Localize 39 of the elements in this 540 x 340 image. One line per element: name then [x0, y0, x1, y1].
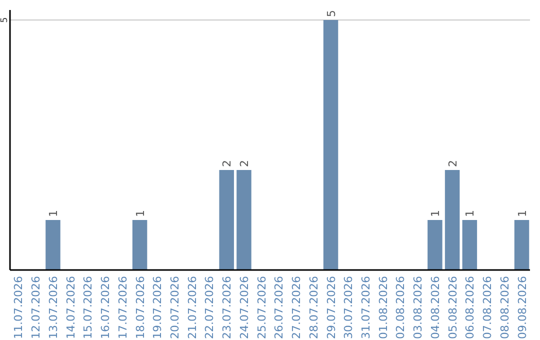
x-tick-label: 16.07.2026 — [99, 276, 112, 339]
data-label: 1 — [428, 210, 442, 217]
x-tick-label: 27.07.2026 — [290, 276, 304, 339]
x-tick-label: 07.08.2026 — [481, 276, 494, 339]
x-tick-label: 14.07.2026 — [64, 276, 78, 339]
x-tick-label: 08.08.2026 — [498, 276, 512, 339]
data-label: 2 — [446, 160, 460, 167]
x-tick-label: 03.08.2026 — [412, 276, 425, 339]
x-tick-label: 02.08.2026 — [394, 276, 408, 339]
x-tick-label: 19.07.2026 — [151, 276, 164, 339]
data-label: 2 — [238, 160, 251, 167]
x-tick-label: 15.07.2026 — [82, 276, 95, 339]
x-tick-label: 01.08.2026 — [376, 276, 390, 339]
data-label: 1 — [46, 210, 60, 217]
data-label: 1 — [464, 210, 477, 217]
x-tick-label: 22.07.2026 — [203, 276, 216, 339]
x-tick-label: 20.07.2026 — [168, 276, 182, 339]
x-tick-label: 31.07.2026 — [359, 276, 372, 339]
x-tick-label: 23.07.2026 — [220, 276, 234, 339]
x-tick-label: 28.07.2026 — [307, 276, 320, 339]
x-tick-label: 05.08.2026 — [446, 276, 460, 339]
x-tick-label: 18.07.2026 — [134, 276, 147, 339]
x-tick-label: 17.07.2026 — [116, 276, 130, 339]
x-tick-label: 06.08.2026 — [464, 276, 477, 339]
x-tick-label: 29.07.2026 — [324, 276, 338, 339]
x-tick-label: 30.07.2026 — [342, 276, 356, 339]
x-tick-label: 21.07.2026 — [186, 276, 199, 339]
data-label: 1 — [134, 210, 147, 217]
x-tick-label: 24.07.2026 — [238, 276, 251, 339]
x-tick-label: 26.07.2026 — [272, 276, 286, 339]
data-label: 1 — [516, 210, 529, 217]
x-tick-label: 12.07.2026 — [30, 276, 43, 339]
data-label: 5 — [324, 10, 338, 17]
x-tick-label: 25.07.2026 — [255, 276, 268, 339]
x-tick-label: 04.08.2026 — [428, 276, 442, 339]
x-tick-label: 11.07.2026 — [12, 276, 26, 339]
x-tick-label: 13.07.2026 — [46, 276, 60, 339]
x-tick-label: 09.08.2026 — [516, 276, 529, 339]
data-label: 2 — [220, 160, 234, 167]
